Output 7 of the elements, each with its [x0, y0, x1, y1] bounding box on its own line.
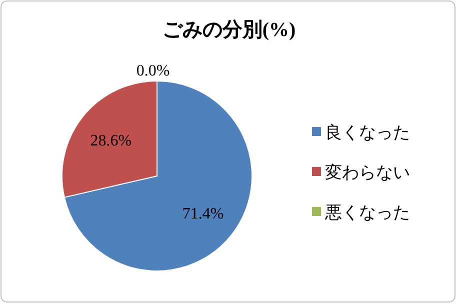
- legend-label: 悪くなった: [324, 203, 410, 222]
- data-label: 71.4%: [182, 206, 224, 223]
- legend-label: 変わらない: [325, 163, 410, 182]
- data-label: 28.6%: [90, 132, 132, 150]
- chart-title: ごみの分別(%): [162, 19, 296, 41]
- legend-label: 良くなった: [325, 123, 410, 142]
- text: 0.0%: [136, 62, 170, 80]
